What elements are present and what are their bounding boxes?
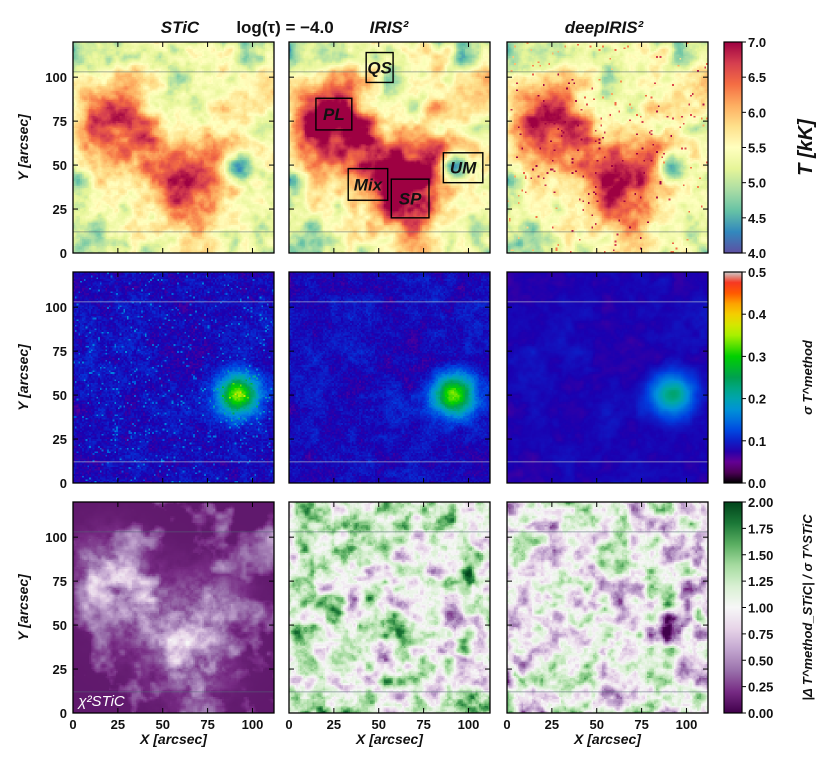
x-tick-label: 25 xyxy=(327,717,341,732)
colorbar-tick-label: 6.5 xyxy=(748,70,766,85)
y-tick-label: 50 xyxy=(53,618,67,633)
heatmap-normalized_difference-stic xyxy=(73,502,274,713)
panel-frame xyxy=(506,501,709,714)
colorbar-tick-label: 1.00 xyxy=(748,601,773,616)
y-tick-label: 0 xyxy=(60,246,67,261)
x-tick-label: 50 xyxy=(371,717,385,732)
region-label-qs: QS xyxy=(367,58,392,77)
colorbar-tick-label: 0.75 xyxy=(748,627,773,642)
x-tick-label: 100 xyxy=(458,717,480,732)
x-tick-label: 25 xyxy=(111,717,125,732)
colorbar-uncertainty xyxy=(723,271,743,484)
title-deepiris2: deepIRIS² xyxy=(565,18,645,37)
y-tick-label: 25 xyxy=(53,202,67,217)
chi2-label: χ²STiC xyxy=(76,693,125,710)
y-tick-label: 75 xyxy=(53,114,67,129)
x-tick-label: 50 xyxy=(589,717,603,732)
region-label-pl: PL xyxy=(323,105,345,124)
y-tick-label: 25 xyxy=(53,662,67,677)
region-box-pl xyxy=(315,97,353,131)
panel-frame xyxy=(288,41,491,254)
title-depth: log(τ) = −4.0 xyxy=(236,18,333,37)
x-tick-label: 25 xyxy=(545,717,559,732)
colorbar-tick-label: 1.75 xyxy=(748,521,773,536)
colorbar-tick-label: 5.0 xyxy=(748,176,766,191)
panel-frame xyxy=(506,271,709,484)
colorbar-tick-label: 0.4 xyxy=(748,307,767,322)
region-box-qs xyxy=(365,51,394,84)
heatmap-uncertainty-iris xyxy=(289,272,490,483)
y-tick-label: 0 xyxy=(60,476,67,491)
colorbar-tick-label: 0.00 xyxy=(748,706,773,721)
x-tick-label: 75 xyxy=(416,717,430,732)
region-box-mix xyxy=(347,167,389,201)
colorbar-tick-label: 0.2 xyxy=(748,392,766,407)
x-tick-label: 0 xyxy=(503,717,510,732)
y-tick-label: 100 xyxy=(45,300,67,315)
colorbar-tick-label: 6.0 xyxy=(748,105,766,120)
x-tick-label: 75 xyxy=(200,717,214,732)
x-tick-label: 100 xyxy=(676,717,698,732)
y-axis-label: Y [arcsec] xyxy=(15,343,31,411)
colorbar-tick-label: 0.1 xyxy=(748,434,766,449)
colorbar-tick-label: 0.5 xyxy=(748,265,766,280)
panel-frame xyxy=(288,271,491,484)
colorbar-label-temperature: T [kK] xyxy=(795,118,817,176)
region-box-sp xyxy=(390,178,430,219)
heatmap-uncertainty-stic xyxy=(73,272,274,483)
colorbar-tick-label: 0.50 xyxy=(748,653,773,668)
heatmap-temperature-deepiris xyxy=(507,42,708,253)
y-tick-label: 75 xyxy=(53,344,67,359)
colorbar-temperature xyxy=(723,41,743,254)
heatmap-uncertainty-deepiris xyxy=(507,272,708,483)
colorbar-tick-label: 0.3 xyxy=(748,349,766,364)
colorbar-tick-label: 4.5 xyxy=(748,211,766,226)
figure-title: STiC log(τ) = −4.0 IRIS² deepIRIS² xyxy=(161,18,645,37)
colorbar-tick-label: 5.5 xyxy=(748,141,766,156)
panel-frame xyxy=(72,41,275,254)
heatmap-normalized_difference-deepiris xyxy=(507,502,708,713)
y-tick-label: 75 xyxy=(53,574,67,589)
region-label-um: UM xyxy=(450,159,477,178)
y-tick-label: 50 xyxy=(53,388,67,403)
panel-frame xyxy=(506,41,709,254)
title-stic: STiC xyxy=(161,18,200,37)
colorbar-tick-label: 0.0 xyxy=(748,476,766,491)
x-axis-label: X [arcsec] xyxy=(355,731,424,747)
colorbar-tick-label: 2.00 xyxy=(748,495,773,510)
x-tick-label: 100 xyxy=(242,717,264,732)
y-tick-label: 0 xyxy=(60,706,67,721)
y-axis-label: Y [arcsec] xyxy=(15,573,31,641)
colorbar-tick-label: 4.0 xyxy=(748,246,766,261)
y-tick-label: 100 xyxy=(45,70,67,85)
title-iris2: IRIS² xyxy=(370,18,410,37)
x-tick-label: 75 xyxy=(634,717,648,732)
colorbar-label-normalized_difference: |Δ T^method_STiC| / σ T^STiC xyxy=(800,514,815,701)
colorbar-tick-label: 0.25 xyxy=(748,680,773,695)
y-tick-label: 25 xyxy=(53,432,67,447)
y-tick-label: 50 xyxy=(53,158,67,173)
panel-frame xyxy=(72,501,275,714)
x-axis-label: X [arcsec] xyxy=(573,731,642,747)
heatmap-temperature-iris xyxy=(289,42,490,253)
region-box-um xyxy=(442,152,484,184)
panel-frame xyxy=(72,271,275,484)
y-axis-label: Y [arcsec] xyxy=(15,113,31,181)
x-tick-label: 0 xyxy=(285,717,292,732)
x-tick-label: 0 xyxy=(69,717,76,732)
colorbar-tick-label: 1.25 xyxy=(748,574,773,589)
colorbar-label-uncertainty: σ T^method xyxy=(800,339,815,415)
x-axis-label: X [arcsec] xyxy=(139,731,208,747)
colorbar-tick-label: 7.0 xyxy=(748,35,766,50)
panel-frame xyxy=(288,501,491,714)
region-label-mix: Mix xyxy=(354,175,384,194)
y-tick-label: 100 xyxy=(45,530,67,545)
heatmap-normalized_difference-iris xyxy=(289,502,490,713)
heatmap-temperature-stic xyxy=(73,42,274,253)
region-label-sp: SP xyxy=(399,189,422,208)
colorbar-tick-label: 1.50 xyxy=(748,548,773,563)
x-tick-label: 50 xyxy=(155,717,169,732)
colorbar-normalized_difference xyxy=(723,501,743,714)
